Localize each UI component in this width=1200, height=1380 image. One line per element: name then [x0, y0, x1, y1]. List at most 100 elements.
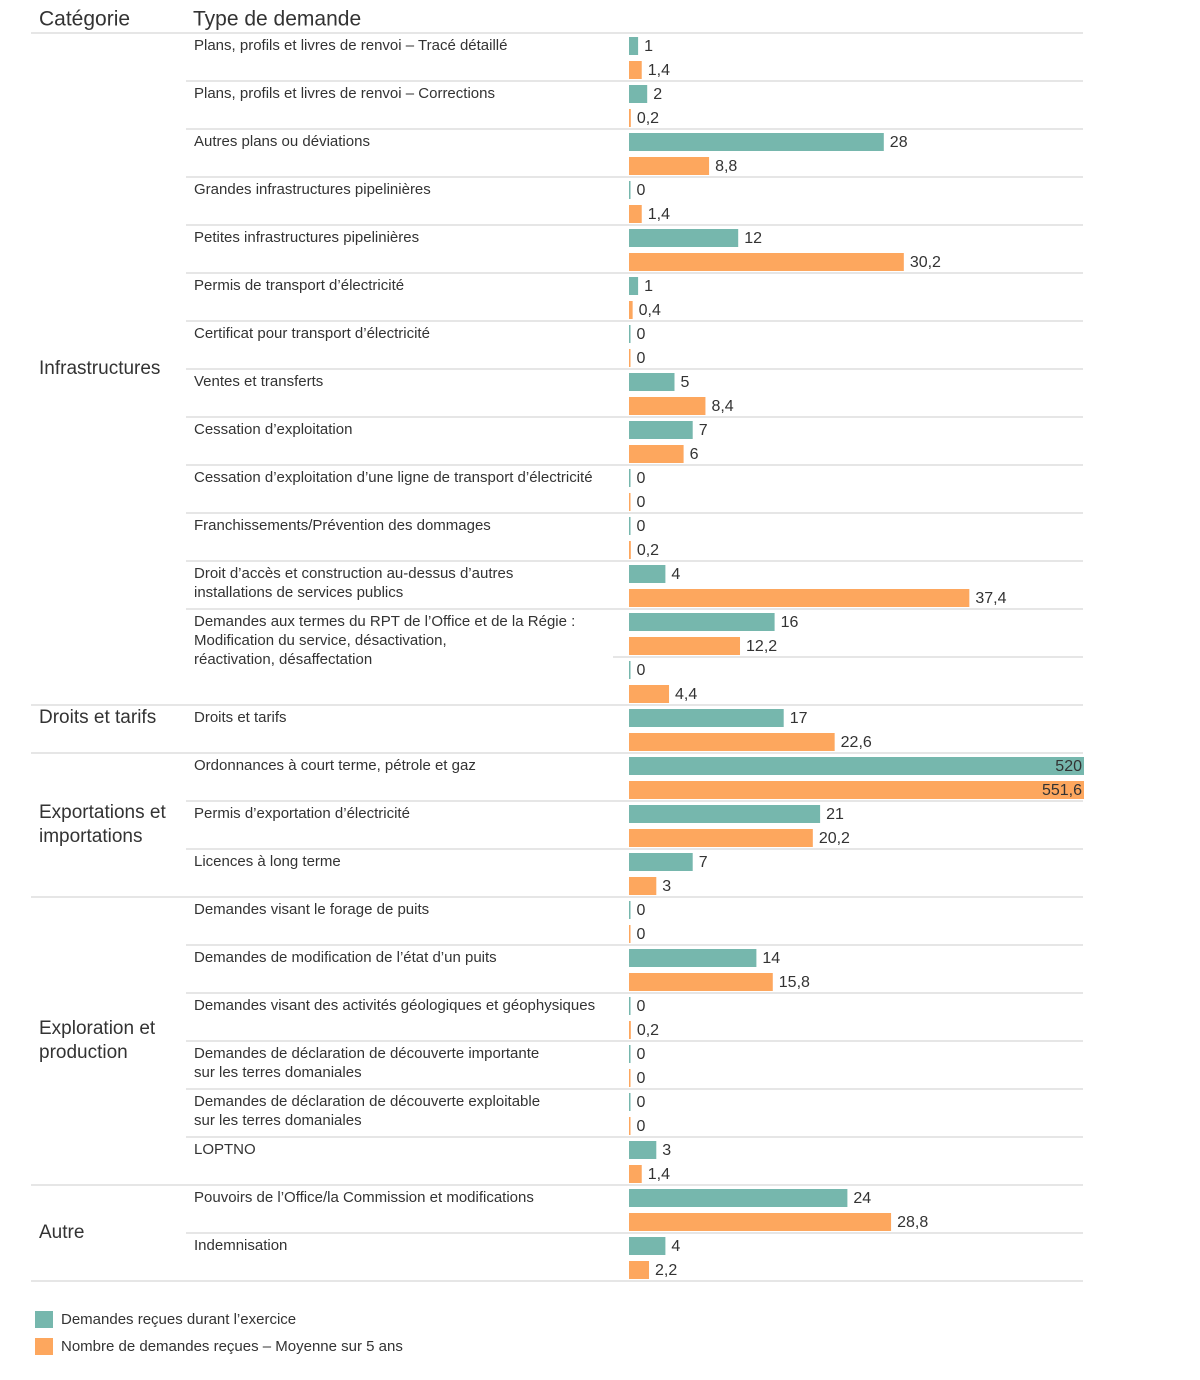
category-label: Permis de transport d’électricité	[194, 277, 404, 294]
bar	[629, 373, 675, 391]
bar	[629, 1141, 657, 1159]
bar	[629, 229, 739, 247]
category-label: Demandes de déclaration de découverte ex…	[194, 1093, 540, 1129]
value-label: 0	[637, 1070, 646, 1087]
value-label: 8,8	[715, 158, 737, 175]
value-label: 28	[890, 134, 908, 151]
category-label: Petites infrastructures pipelinières	[194, 229, 419, 246]
bar	[629, 1261, 650, 1279]
category-label: Demandes visant des activités géologique…	[194, 997, 595, 1014]
value-label: 30,2	[910, 254, 941, 271]
bar	[629, 853, 693, 871]
value-label: 0	[637, 182, 646, 199]
bar	[629, 133, 884, 151]
bar	[629, 277, 639, 295]
category-label: Pouvoirs de l’Office/la Commission et mo…	[194, 1189, 534, 1206]
bar	[629, 349, 631, 367]
bar	[629, 157, 710, 175]
value-label: 6	[690, 446, 699, 463]
bar	[629, 1237, 666, 1255]
value-label: 12,2	[746, 638, 777, 655]
value-label: 7	[699, 854, 708, 871]
value-label: 1	[644, 278, 653, 295]
bar	[629, 181, 631, 199]
category-label-line: Modification du service, désactivation,	[194, 632, 447, 649]
value-label: 0	[637, 926, 646, 943]
category-label: Cessation d’exploitation	[194, 421, 352, 438]
value-label: 4	[671, 1238, 680, 1255]
value-label: 0,2	[637, 542, 659, 559]
bar	[629, 925, 631, 943]
value-label: 0,4	[639, 302, 661, 319]
bar	[629, 109, 631, 127]
bar	[629, 757, 1084, 775]
bar	[629, 661, 631, 679]
bar	[629, 613, 775, 631]
value-label: 1,4	[648, 1166, 670, 1183]
bar	[629, 901, 631, 919]
category-label: Droit d’accès et construction au-dessus …	[194, 565, 513, 601]
value-label: 28,8	[897, 1214, 928, 1231]
column-header: Type de demande	[193, 8, 361, 31]
group-label-line: importations	[39, 826, 143, 847]
bar	[629, 949, 757, 967]
value-label: 0	[637, 662, 646, 679]
value-label: 0	[637, 998, 646, 1015]
bar	[629, 997, 631, 1015]
bar	[629, 685, 670, 703]
category-label: Grandes infrastructures pipelinières	[194, 181, 431, 198]
group-label: Autre	[39, 1222, 84, 1243]
bar	[629, 877, 657, 895]
category-label: Permis d’exportation d’électricité	[194, 805, 410, 822]
category-label: Demandes de modification de l’état d’un …	[194, 949, 497, 966]
category-label: Cessation d’exploitation d’une ligne de …	[194, 469, 593, 486]
value-label: 0,2	[637, 110, 659, 127]
bar	[629, 37, 639, 55]
bar	[629, 205, 642, 223]
value-label: 24	[853, 1190, 871, 1207]
bar	[629, 85, 648, 103]
category-label: Demandes de déclaration de découverte im…	[194, 1045, 539, 1081]
category-label-line: Droit d’accès et construction au-dessus …	[194, 565, 513, 582]
value-label: 17	[790, 710, 808, 727]
bar	[629, 517, 631, 535]
group-label-line: Exportations et	[39, 802, 166, 823]
value-label: 8,4	[711, 398, 733, 415]
value-label: 520	[1055, 758, 1082, 775]
category-label: LOPTNO	[194, 1141, 256, 1158]
value-label: 0	[637, 518, 646, 535]
value-label: 2	[653, 86, 662, 103]
value-label: 0	[637, 1046, 646, 1063]
value-label: 5	[681, 374, 690, 391]
category-label-line: installations de services publics	[194, 584, 403, 601]
bar	[629, 565, 666, 583]
legend-swatch	[35, 1338, 53, 1355]
bar	[629, 541, 631, 559]
category-label-line: Demandes de déclaration de découverte im…	[194, 1045, 539, 1062]
category-label: Plans, profils et livres de renvoi – Tra…	[194, 37, 507, 54]
value-label: 4,4	[675, 686, 697, 703]
value-label: 0	[637, 902, 646, 919]
value-label: 3	[662, 878, 671, 895]
category-label: Demandes aux termes du RPT de l’Office e…	[194, 613, 575, 668]
category-label-line: sur les terres domaniales	[194, 1112, 362, 1129]
group-label-line: production	[39, 1042, 128, 1063]
value-label: 0	[637, 494, 646, 511]
bar	[629, 325, 631, 343]
bar	[629, 973, 773, 991]
bar	[629, 253, 904, 271]
bar	[629, 1045, 631, 1063]
group-label: Droits et tarifs	[39, 707, 156, 728]
value-label: 14	[762, 950, 780, 967]
category-label: Franchissements/Prévention des dommages	[194, 517, 491, 534]
category-label-line: sur les terres domaniales	[194, 1064, 362, 1081]
value-label: 0	[637, 1094, 646, 1111]
value-label: 1,4	[648, 206, 670, 223]
category-label: Ventes et transferts	[194, 373, 323, 390]
bar	[629, 637, 741, 655]
value-label: 3	[662, 1142, 671, 1159]
value-label: 0	[637, 1118, 646, 1135]
group-label: Exploration et production	[39, 1018, 156, 1063]
column-header: Catégorie	[39, 8, 130, 31]
